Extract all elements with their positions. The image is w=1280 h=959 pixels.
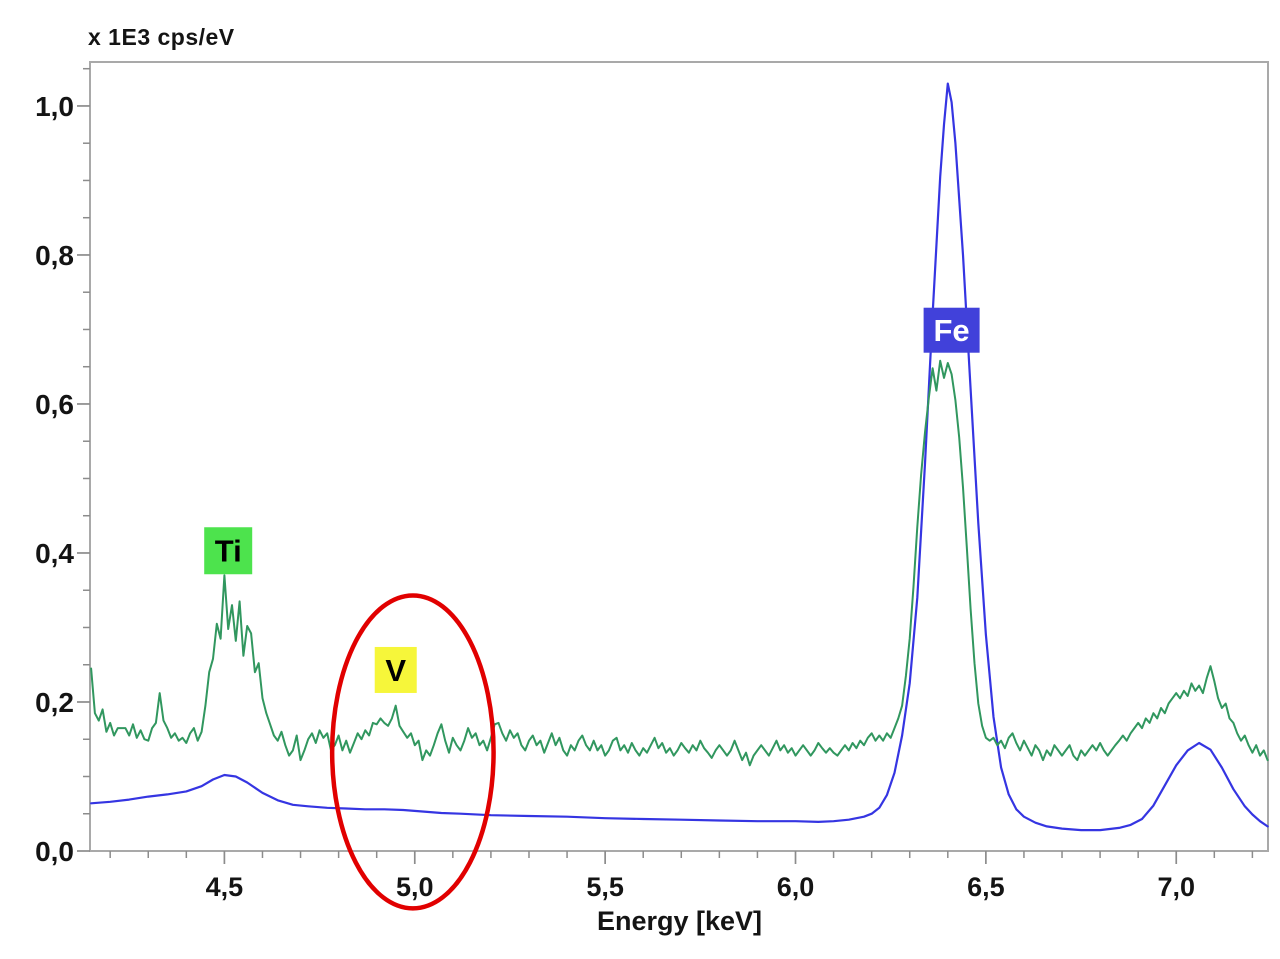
x-tick-label: 5,5 xyxy=(586,872,624,902)
element-label-box-Ti xyxy=(204,527,253,575)
x-tick-label: 6,5 xyxy=(967,872,1005,902)
y-tick-label: 0,8 xyxy=(35,240,74,271)
y-tick-label: 1,0 xyxy=(35,91,74,122)
plot-frame xyxy=(89,61,1269,852)
element-label-text-Ti: Ti xyxy=(215,534,242,569)
smoothed-spectrum-blue-curve xyxy=(90,82,1269,832)
x-tick-label: 6,0 xyxy=(777,872,815,902)
y-tick-label: 0,6 xyxy=(35,389,74,420)
x-tick-label: 4,5 xyxy=(206,872,244,902)
element-label-text-Fe: Fe xyxy=(934,313,970,348)
x-axis-title: Energy [keV] xyxy=(596,906,763,936)
y-axis-unit-label: x 1E3 cps/eV xyxy=(88,24,235,50)
x-tick-label: 7,0 xyxy=(1157,872,1195,902)
v-region-highlight-ellipse xyxy=(329,593,496,911)
element-label-box-Fe xyxy=(923,307,980,353)
raw-spectrum-green-curve xyxy=(90,359,1269,767)
element-label-box-V xyxy=(374,646,417,693)
y-tick-label: 0,2 xyxy=(35,687,74,718)
element-label-text-V: V xyxy=(385,653,406,688)
y-tick-label: 0,4 xyxy=(35,538,74,569)
y-tick-label: 0,0 xyxy=(35,836,74,867)
x-tick-label: 5,0 xyxy=(396,872,434,902)
